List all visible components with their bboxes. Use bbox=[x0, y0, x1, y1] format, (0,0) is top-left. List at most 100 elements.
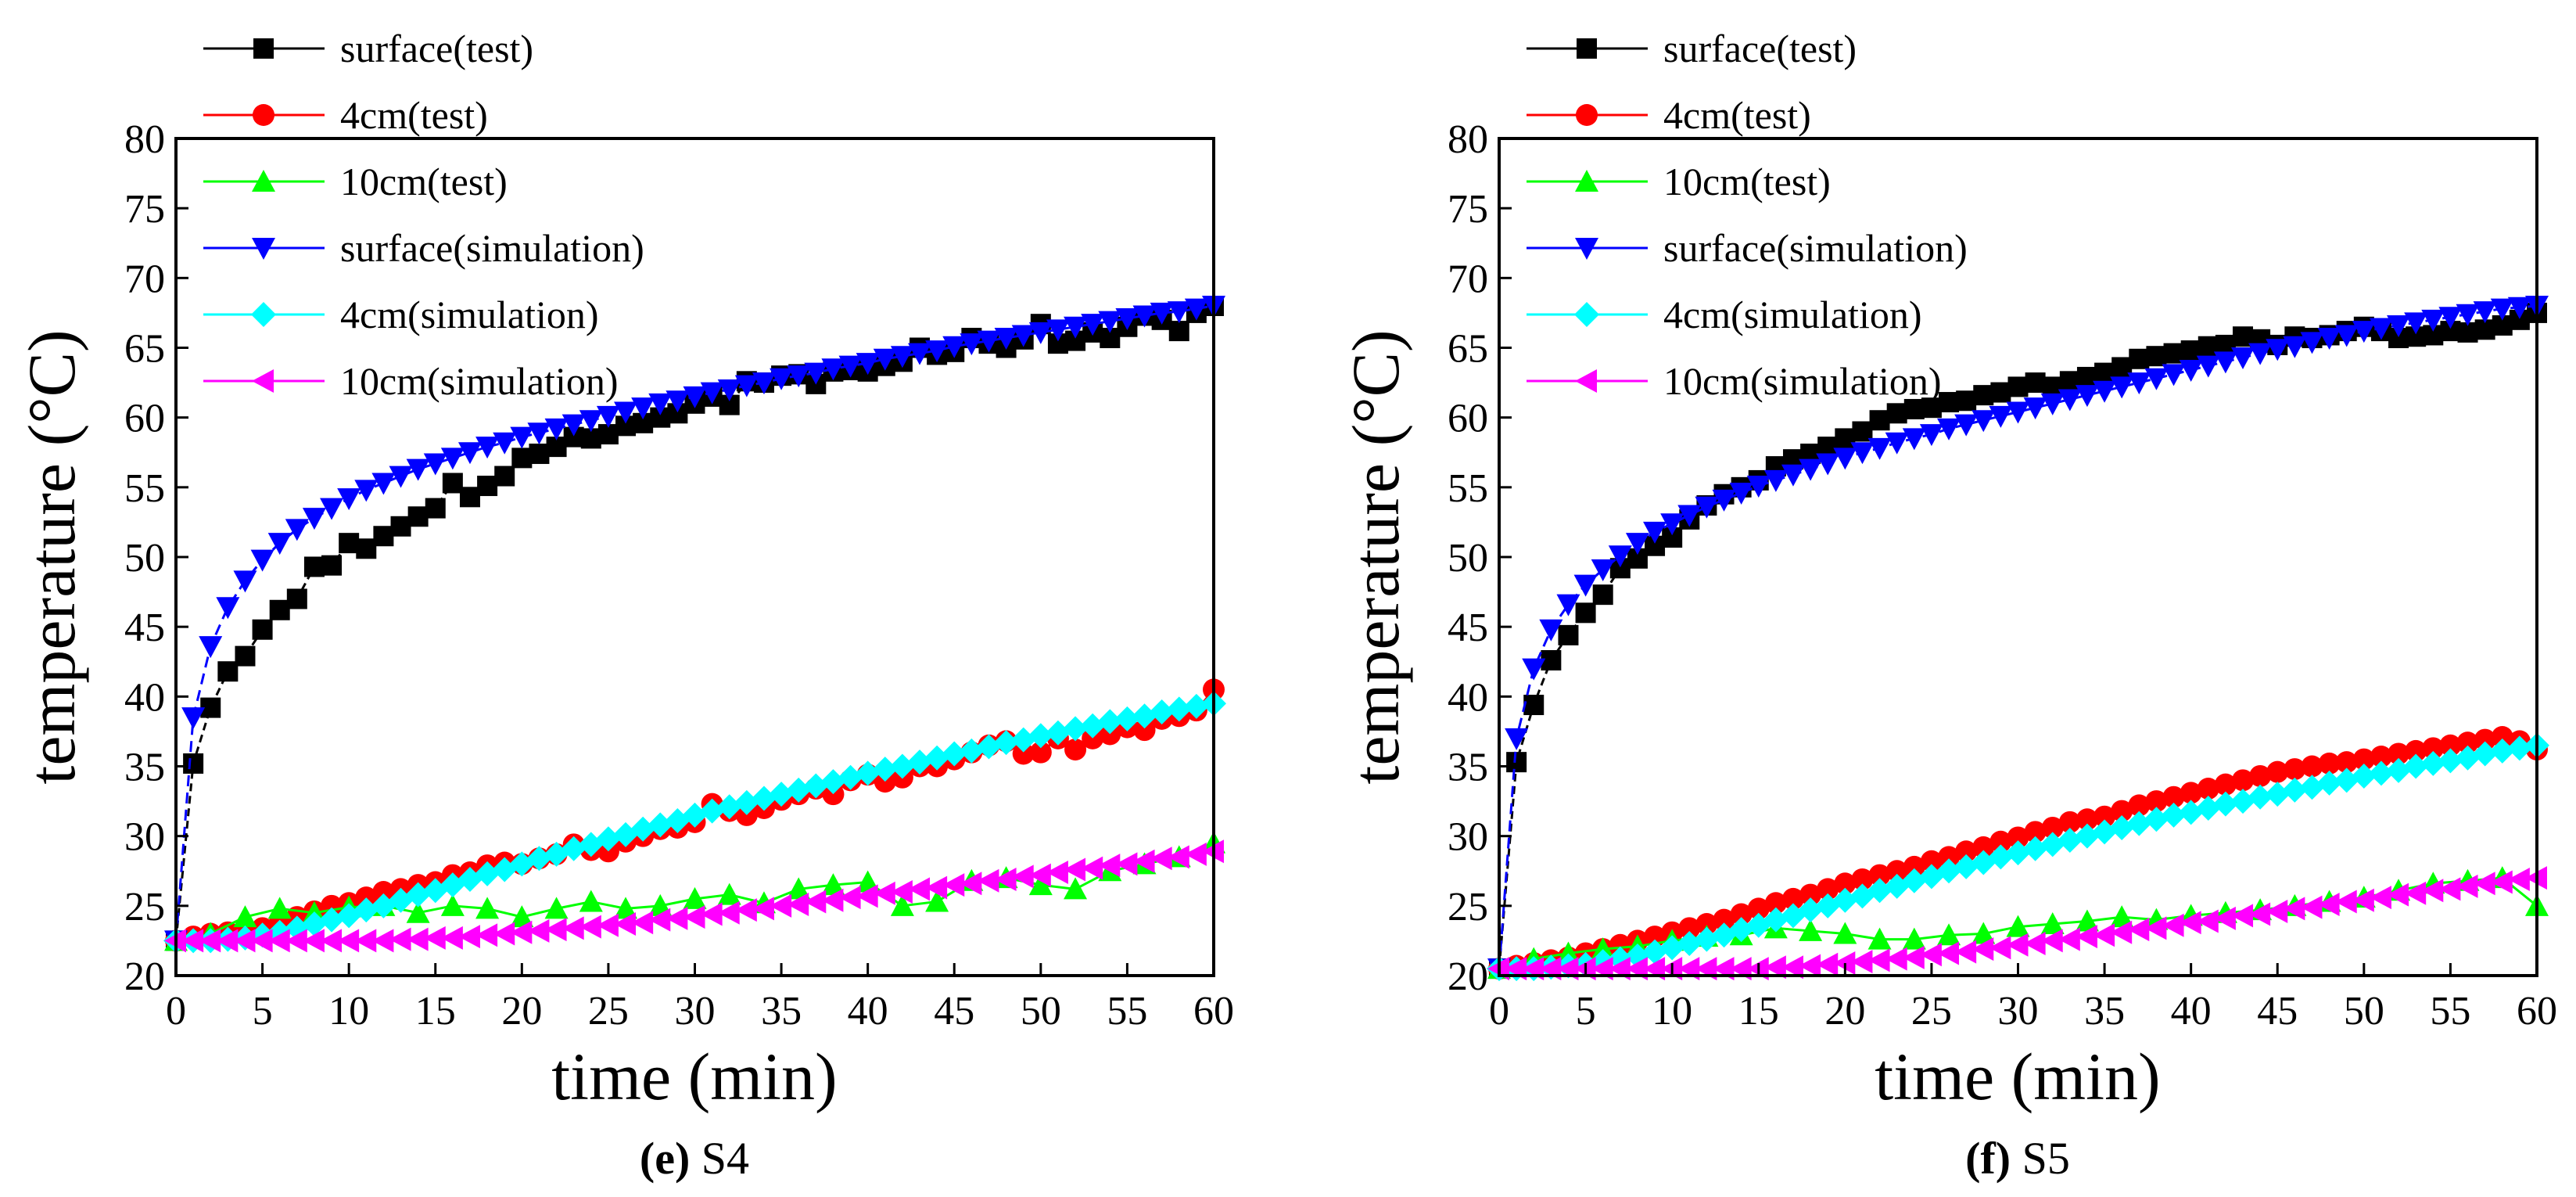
data-point bbox=[1816, 952, 1839, 976]
data-point bbox=[1763, 955, 1786, 980]
data-point bbox=[2180, 782, 2202, 804]
data-point bbox=[734, 789, 759, 815]
data-point bbox=[2006, 401, 2030, 424]
data-point bbox=[2146, 346, 2167, 367]
data-point bbox=[716, 794, 742, 820]
y-tick-label: 25 bbox=[124, 885, 165, 929]
data-point bbox=[285, 929, 307, 953]
data-point bbox=[390, 516, 411, 537]
data-point bbox=[475, 923, 498, 947]
data-point bbox=[2111, 800, 2133, 822]
x-tick-label: 60 bbox=[2517, 989, 2557, 1033]
data-point bbox=[1081, 314, 1105, 336]
data-point bbox=[2334, 767, 2359, 793]
data-point bbox=[1901, 868, 1927, 893]
data-point bbox=[2024, 821, 2047, 843]
data-point bbox=[1591, 937, 1615, 960]
data-point bbox=[908, 343, 932, 365]
data-point bbox=[2214, 773, 2237, 796]
y-tick-label: 70 bbox=[1448, 257, 1488, 301]
data-point bbox=[2491, 726, 2513, 749]
data-point bbox=[2334, 890, 2357, 914]
data-point bbox=[2370, 746, 2392, 768]
data-point bbox=[1816, 453, 1840, 476]
data-point bbox=[752, 372, 776, 395]
data-point bbox=[286, 588, 307, 609]
data-point bbox=[1713, 908, 1735, 931]
y-tick-label: 35 bbox=[124, 746, 165, 790]
data-point bbox=[1660, 513, 1684, 536]
panel-e-s4: 0 5 10 15 20 25 30 35 40 45 50 55 60 20 25 30 35 40 45 50 55… bbox=[14, 27, 1234, 1184]
legend-item: 10cm(test) bbox=[203, 160, 508, 203]
data-point bbox=[1132, 703, 1157, 729]
data-point bbox=[614, 401, 638, 424]
data-point bbox=[2248, 784, 2273, 810]
y-tick-label: 75 bbox=[124, 187, 165, 232]
data-point bbox=[1133, 719, 1156, 742]
data-point bbox=[216, 929, 239, 953]
data-point bbox=[2007, 376, 2029, 397]
data-point bbox=[1730, 903, 1753, 926]
data-point bbox=[1556, 594, 1580, 616]
panel-caption: (f) S5 bbox=[1965, 1133, 2070, 1184]
data-point bbox=[614, 912, 637, 936]
data-point bbox=[1799, 954, 1821, 978]
data-point bbox=[2127, 372, 2151, 395]
caption-letter: (f) bbox=[1965, 1133, 2011, 1184]
data-point bbox=[631, 911, 654, 935]
data-point bbox=[683, 386, 707, 408]
data-point bbox=[389, 927, 411, 951]
data-point bbox=[459, 487, 480, 508]
data-point bbox=[787, 877, 811, 900]
data-point bbox=[1850, 442, 1875, 465]
data-point bbox=[890, 880, 913, 904]
data-point bbox=[1885, 432, 1909, 455]
data-point bbox=[2318, 752, 2341, 775]
data-point bbox=[1098, 854, 1121, 878]
data-point bbox=[475, 437, 500, 459]
data-point bbox=[527, 422, 551, 445]
data-point bbox=[406, 927, 429, 951]
data-point bbox=[2040, 912, 2065, 935]
data-point bbox=[2058, 811, 2081, 833]
data-point bbox=[1149, 699, 1175, 724]
data-point bbox=[2161, 802, 2187, 828]
data-point bbox=[1573, 574, 1598, 597]
caption-letter: (e) bbox=[640, 1133, 690, 1184]
data-point bbox=[1833, 951, 1856, 975]
data-point bbox=[1954, 414, 1979, 437]
x-tick-label: 5 bbox=[1576, 989, 1596, 1033]
data-point bbox=[735, 803, 758, 826]
data-point bbox=[2093, 380, 2117, 403]
y-axis-title: temperature (°C) bbox=[1338, 329, 1413, 784]
legend-label: surface(test) bbox=[1663, 27, 1857, 70]
data-point bbox=[1063, 716, 1089, 742]
data-point bbox=[1523, 695, 1545, 716]
data-point bbox=[1867, 927, 1892, 950]
data-point bbox=[527, 918, 550, 943]
data-point bbox=[320, 929, 343, 953]
y-tick-label: 40 bbox=[124, 675, 165, 720]
data-point bbox=[1903, 855, 1925, 878]
data-point bbox=[389, 466, 413, 488]
y-tick-label: 60 bbox=[1448, 397, 1488, 441]
data-point bbox=[2301, 755, 2323, 778]
data-point bbox=[2422, 737, 2445, 760]
data-point bbox=[787, 893, 809, 917]
data-point bbox=[1064, 857, 1086, 882]
data-point bbox=[2335, 751, 2358, 774]
data-point bbox=[1919, 943, 1942, 967]
data-point bbox=[440, 893, 465, 916]
legend: surface(test) 4cm(test) 10cm(test) surface(… bbox=[203, 27, 644, 403]
legend-marker bbox=[251, 302, 276, 327]
y-tick-label: 25 bbox=[1448, 885, 1488, 929]
data-point bbox=[1677, 930, 1702, 956]
data-point bbox=[2317, 328, 2341, 350]
data-point bbox=[648, 812, 673, 838]
data-point bbox=[183, 753, 204, 774]
data-point bbox=[425, 498, 446, 519]
legend-label: 10cm(simulation) bbox=[340, 359, 619, 403]
x-tick-label: 60 bbox=[1193, 989, 1234, 1033]
data-point bbox=[804, 362, 828, 385]
